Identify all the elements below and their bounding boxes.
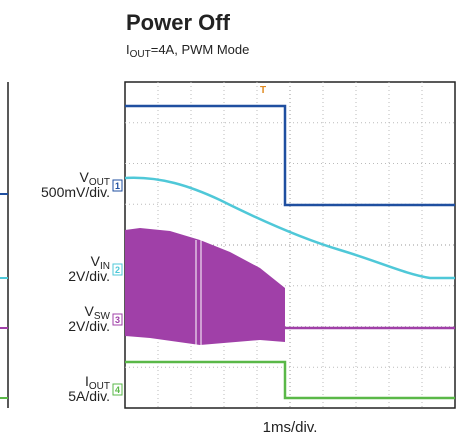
channel-marker: 1 [115,181,120,191]
time-scale: 1ms/div. [263,419,318,436]
subtitle-rest: =4A, PWM Mode [151,42,250,57]
figure-title: Power Off [126,10,231,35]
channel-subscript: OUT [89,177,110,188]
channel-symbol: V [85,303,95,319]
channel-name: VSW [85,303,111,322]
channel-symbol: V [80,169,90,185]
channel-marker: 3 [115,315,120,325]
figure-subtitle: IOUT=4A, PWM Mode [126,42,249,60]
channel-name: IOUT [85,373,110,392]
channel-marker: 2 [115,265,120,275]
channel-name: VOUT [80,169,110,188]
subtitle-subscript: OUT [130,49,151,60]
channel-scale: 5A/div. [68,388,110,404]
subtitle-symbol: I [126,42,130,57]
channel-marker-box [112,179,123,192]
channel-marker-box [112,383,123,396]
channel-subscript: SW [94,311,111,322]
channel-scale: 500mV/div. [41,184,110,200]
vout-trace [125,104,455,207]
channel-symbol: I [85,373,89,389]
channel-subscript: OUT [89,381,110,392]
vsw-switching [125,228,285,345]
channel-marker-box [112,263,123,276]
channel-scale: 2V/div. [68,268,110,284]
iout-trace [125,360,455,400]
trigger-marker: T [260,85,266,96]
channel-scale: 2V/div. [68,318,110,334]
channel-name: VIN [91,253,110,272]
channel-marker-box [112,313,123,326]
channel-subscript: IN [100,261,110,272]
channel-symbol: V [91,253,101,269]
channel-marker: 4 [115,385,120,395]
vin-trace [124,176,455,280]
